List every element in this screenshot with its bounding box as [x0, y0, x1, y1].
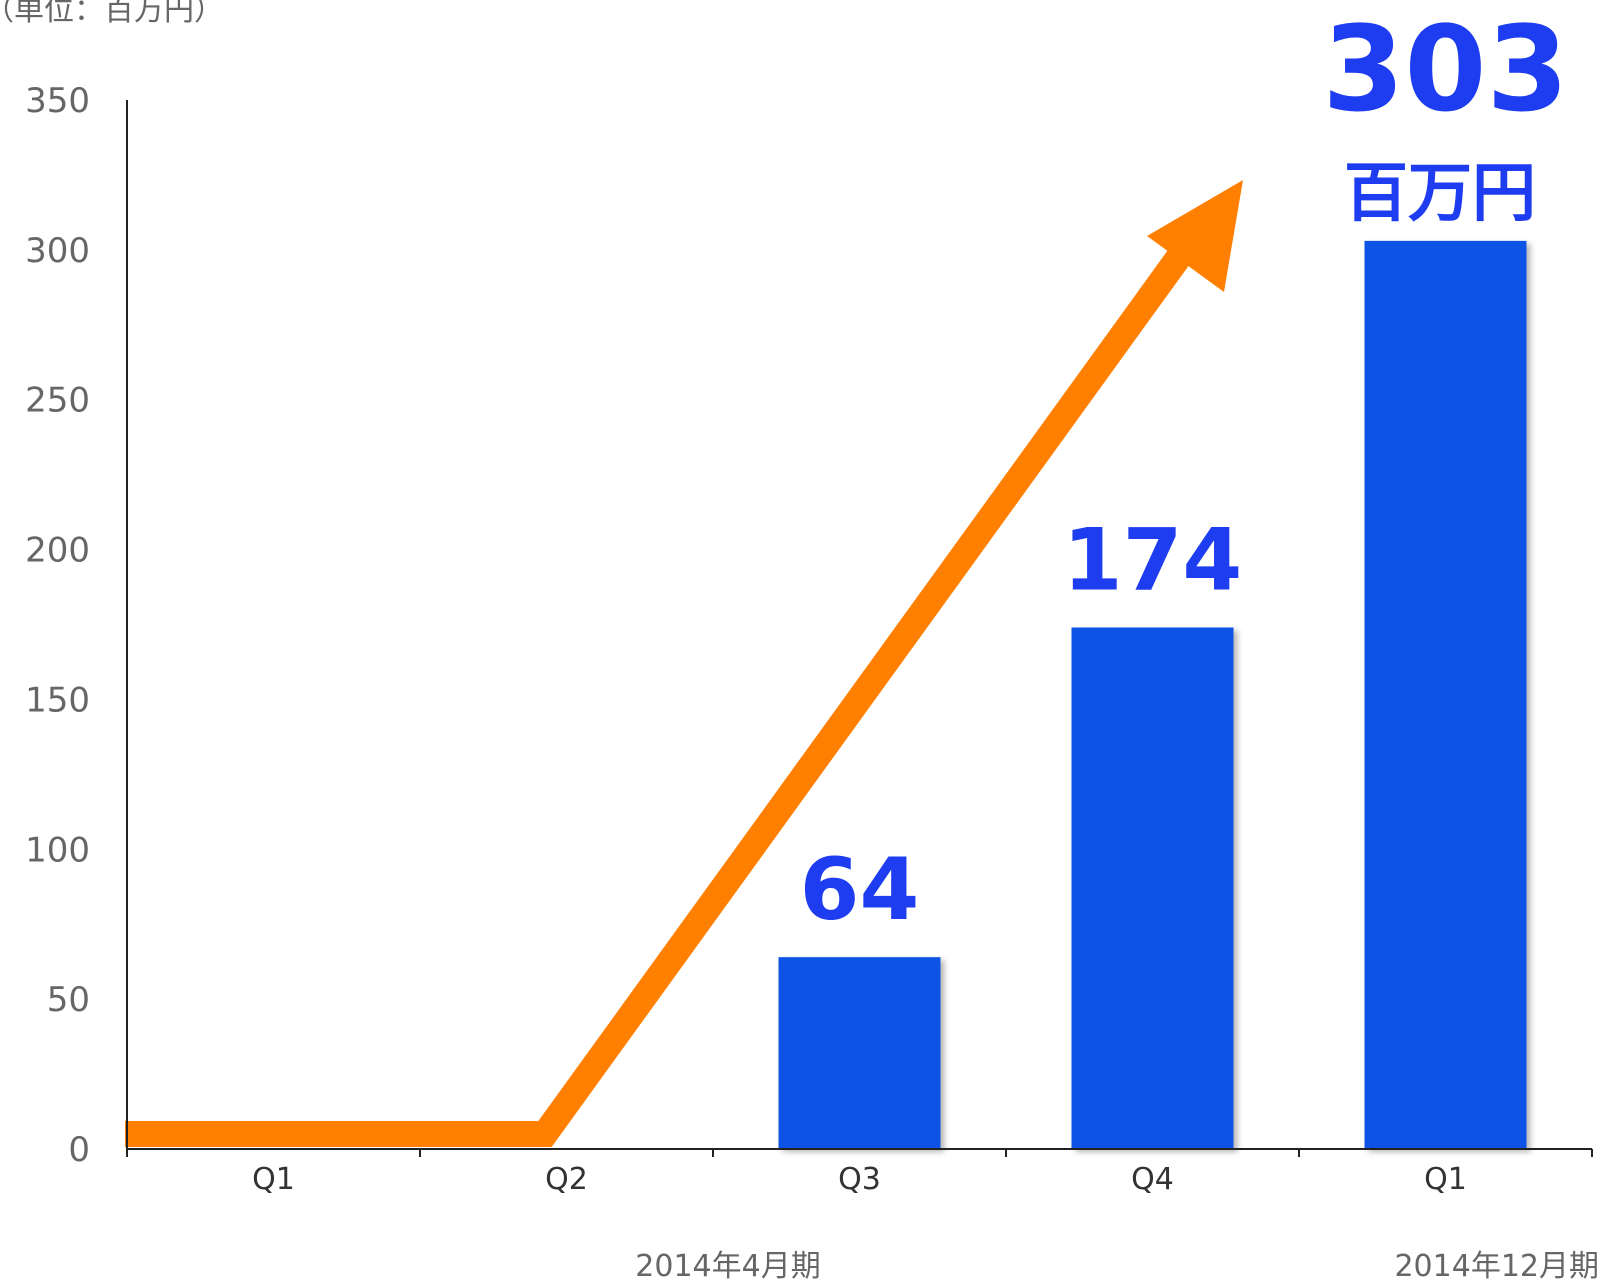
data-label: 174 — [1063, 510, 1243, 610]
y-tick-label: 250 — [25, 381, 90, 421]
period-label-2: 2014年12月期 — [1394, 1249, 1599, 1282]
y-axis-ticks: 0 50 100 150 200 250 300 350 — [25, 81, 90, 1170]
growth-arrow-shaft — [125, 242, 1195, 1147]
bar — [1364, 240, 1527, 1149]
y-tick-label: 300 — [25, 231, 90, 271]
data-label: 64 — [800, 840, 920, 940]
x-tick-label: Q4 — [1131, 1162, 1174, 1197]
unit-label: （単位：百万円） — [0, 0, 224, 28]
highlight-unit: 百万円 — [1344, 157, 1536, 231]
x-tick-label: Q3 — [838, 1162, 881, 1197]
y-tick-label: 100 — [25, 830, 90, 870]
y-tick-label: 150 — [25, 680, 90, 720]
y-tick-label: 0 — [68, 1130, 90, 1170]
data-label: 303 — [1322, 0, 1568, 138]
x-tick-label: Q2 — [545, 1162, 588, 1197]
data-labels: 64 174 303 — [800, 0, 1569, 940]
y-tick-label: 200 — [25, 531, 90, 571]
x-tick-label: Q1 — [252, 1162, 295, 1197]
bar — [1071, 627, 1234, 1149]
y-tick-label: 50 — [47, 980, 90, 1020]
growth-arrow-head — [1147, 180, 1243, 292]
axes — [126, 100, 1592, 1150]
bar — [778, 957, 941, 1149]
x-tick-label: Q1 — [1424, 1162, 1467, 1197]
bars — [778, 240, 1527, 1149]
x-axis-ticks: Q1 Q2 Q3 Q4 Q1 — [126, 1149, 1593, 1197]
period-label-1: 2014年4月期 — [635, 1249, 820, 1282]
y-tick-label: 350 — [25, 81, 90, 121]
